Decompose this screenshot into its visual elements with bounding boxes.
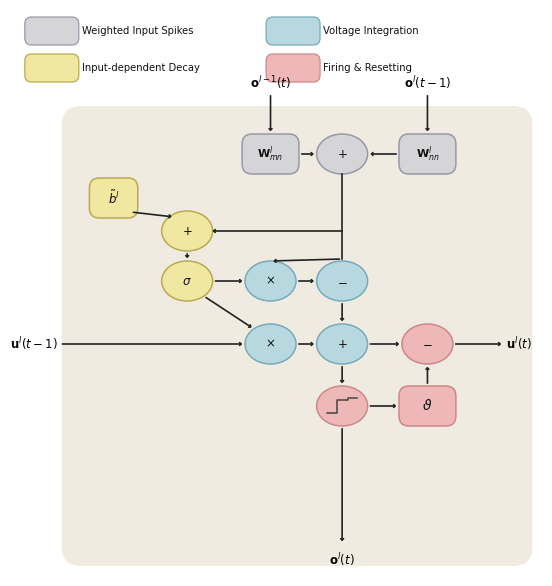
FancyBboxPatch shape xyxy=(62,106,532,566)
Text: $-$: $-$ xyxy=(337,274,347,288)
FancyBboxPatch shape xyxy=(266,17,320,45)
Ellipse shape xyxy=(317,324,368,364)
Text: $\tilde{b}^{l}$: $\tilde{b}^{l}$ xyxy=(108,189,120,207)
FancyBboxPatch shape xyxy=(89,178,138,218)
Text: $+$: $+$ xyxy=(182,224,193,237)
Ellipse shape xyxy=(162,261,213,301)
Text: Firing & Resetting: Firing & Resetting xyxy=(323,63,412,73)
Text: $\sigma$: $\sigma$ xyxy=(182,274,192,288)
FancyBboxPatch shape xyxy=(25,17,79,45)
Ellipse shape xyxy=(162,211,213,251)
Text: $\vartheta$: $\vartheta$ xyxy=(422,398,433,414)
Ellipse shape xyxy=(245,261,296,301)
Text: $\mathbf{u}^{l}(t-1)$: $\mathbf{u}^{l}(t-1)$ xyxy=(10,336,58,352)
Ellipse shape xyxy=(402,324,453,364)
FancyBboxPatch shape xyxy=(266,54,320,82)
Text: $\mathbf{W}_{mn}^{l}$: $\mathbf{W}_{mn}^{l}$ xyxy=(257,144,284,164)
FancyBboxPatch shape xyxy=(399,134,456,174)
Text: $\mathbf{o}^{l}(t)$: $\mathbf{o}^{l}(t)$ xyxy=(330,551,355,568)
FancyBboxPatch shape xyxy=(25,54,79,82)
Text: $+$: $+$ xyxy=(337,148,347,161)
Text: $\times$: $\times$ xyxy=(266,274,275,288)
Ellipse shape xyxy=(245,324,296,364)
Ellipse shape xyxy=(317,134,368,174)
Text: Weighted Input Spikes: Weighted Input Spikes xyxy=(82,26,194,36)
Text: $\mathbf{W}_{nn}^{l}$: $\mathbf{W}_{nn}^{l}$ xyxy=(416,144,439,164)
Text: $-$: $-$ xyxy=(422,338,433,350)
FancyBboxPatch shape xyxy=(399,386,456,426)
FancyBboxPatch shape xyxy=(242,134,299,174)
Text: $\mathbf{o}^{l-1}(t)$: $\mathbf{o}^{l-1}(t)$ xyxy=(250,74,291,91)
Text: $\mathbf{u}^{l}(t)$: $\mathbf{u}^{l}(t)$ xyxy=(506,336,532,352)
Text: $+$: $+$ xyxy=(337,338,347,350)
Ellipse shape xyxy=(317,261,368,301)
Text: $\mathbf{o}^{l}(t-1)$: $\mathbf{o}^{l}(t-1)$ xyxy=(404,74,451,91)
Text: Input-dependent Decay: Input-dependent Decay xyxy=(82,63,200,73)
Text: Voltage Integration: Voltage Integration xyxy=(323,26,419,36)
Ellipse shape xyxy=(317,386,368,426)
Text: $\times$: $\times$ xyxy=(266,338,275,350)
